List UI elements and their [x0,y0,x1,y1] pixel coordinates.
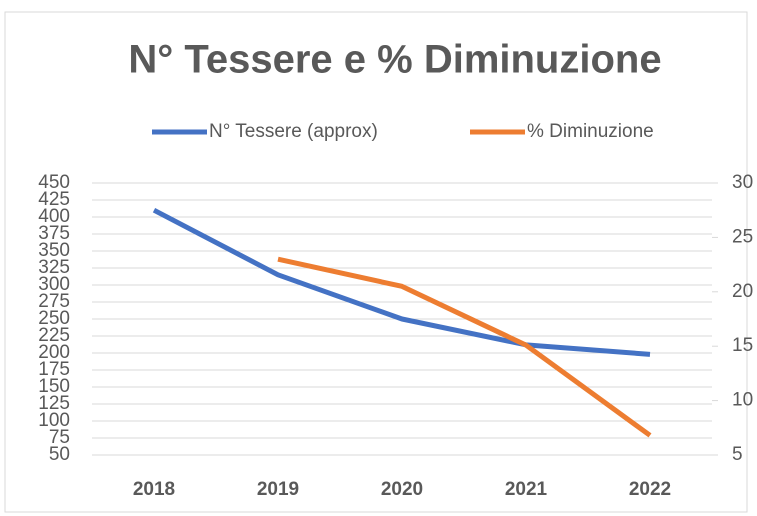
y-tick-label: 225 [38,325,70,346]
y-tick-label: 400 [38,206,70,227]
legend-label: N° Tessere (approx) [209,121,378,142]
y-tick-label: 425 [38,189,70,210]
y2-tick-label: 25 [732,226,753,247]
y-tick-label: 300 [38,274,70,295]
chart-frame [4,11,748,513]
legend-label: % Diminuzione [527,121,654,142]
y-tick-label: 200 [38,342,70,363]
y-tick-label: 275 [38,291,70,312]
y-tick-label: 125 [38,393,70,414]
y-tick-label: 375 [38,223,70,244]
y-tick-label: 100 [38,410,70,431]
y-tick-label: 75 [49,427,70,448]
y-tick-label: 325 [38,257,70,278]
y2-tick-label: 30 [732,172,753,193]
series-line [277,256,652,438]
chart-title: N° Tessere e % Diminuzione [128,38,661,82]
y-tick-label: 175 [38,359,70,380]
x-tick-label: 2021 [505,479,548,500]
y-tick-label: 450 [38,172,70,193]
y-tick-label: 350 [38,240,70,261]
y2-tick-label: 5 [732,444,743,465]
x-tick-label: 2020 [381,479,423,500]
x-tick-label: 2022 [629,479,671,500]
y2-tick-label: 15 [732,335,753,356]
y-tick-label: 250 [38,308,70,329]
y2-tick-label: 20 [732,281,753,302]
x-tick-label: 2018 [133,479,175,500]
y-tick-label: 150 [38,376,70,397]
y2-tick-label: 10 [732,390,753,411]
y-tick-label: 50 [49,444,70,465]
x-tick-label: 2019 [257,479,299,500]
series-line [152,207,651,357]
